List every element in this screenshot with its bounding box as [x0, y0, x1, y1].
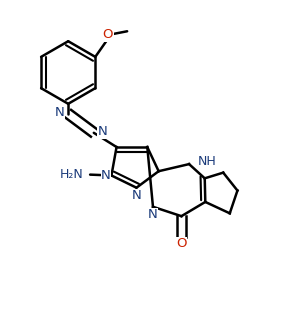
Text: NH: NH: [197, 155, 216, 168]
Text: N: N: [148, 208, 158, 221]
Text: N: N: [101, 169, 111, 182]
Text: O: O: [103, 28, 113, 41]
Text: N: N: [97, 126, 107, 139]
Text: H₂N: H₂N: [60, 168, 84, 181]
Text: N: N: [55, 106, 65, 119]
Text: O: O: [176, 237, 187, 250]
Text: N: N: [132, 189, 142, 202]
